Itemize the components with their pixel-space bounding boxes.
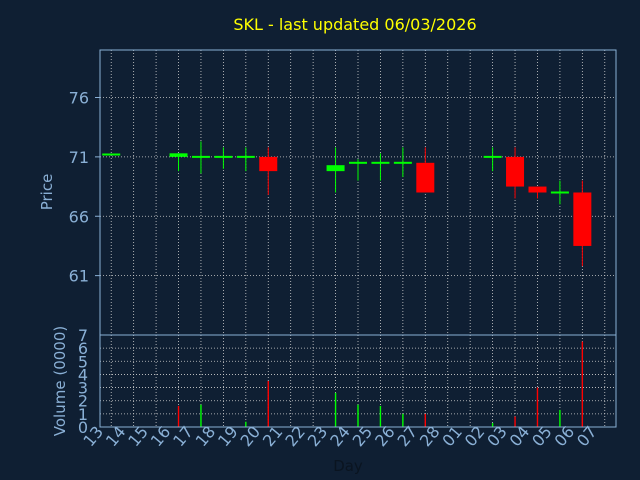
candle-body — [550, 191, 569, 194]
candle-body — [214, 155, 233, 158]
volume-tick-label: 5 — [78, 352, 88, 371]
candle — [550, 180, 569, 205]
volume-tick-label: 3 — [78, 379, 88, 398]
candle — [483, 147, 502, 172]
candle-body — [371, 161, 390, 164]
candle-body — [191, 155, 210, 158]
candle-body — [236, 155, 255, 158]
volume-tick-label: 0 — [78, 418, 88, 437]
price-panel: 61 66 71 76 Price — [38, 49, 617, 336]
price-grid — [100, 50, 616, 335]
candle-body — [528, 186, 547, 193]
candle — [416, 147, 435, 193]
price-tick-label: 71 — [69, 148, 89, 167]
candle — [371, 153, 390, 181]
candle — [191, 141, 210, 174]
x-tick-labels: 1314151617181920212223242526272801020304… — [79, 422, 600, 450]
candle — [259, 147, 278, 195]
candle — [506, 147, 525, 199]
price-tick-label: 76 — [69, 89, 89, 108]
volume-frame — [99, 334, 617, 428]
candle — [573, 180, 592, 267]
volume-bars — [177, 341, 584, 427]
candle-body — [326, 165, 345, 172]
candle — [102, 153, 121, 156]
candle-body — [259, 156, 278, 172]
price-axis-label: Price — [38, 174, 56, 211]
price-tick-label: 66 — [69, 207, 89, 226]
x-axis-label: Day — [333, 457, 363, 475]
candle — [169, 153, 188, 172]
volume-tick-label: 7 — [78, 326, 88, 345]
candle — [214, 147, 233, 169]
volume-tick-label: 1 — [78, 405, 88, 424]
candle — [349, 159, 367, 181]
candle-body — [506, 156, 525, 187]
volume-tick-label: 2 — [78, 392, 88, 411]
candle — [236, 147, 255, 172]
candle-body — [573, 192, 592, 246]
candle-body — [483, 155, 502, 158]
candle-body — [393, 161, 412, 164]
candle-body — [169, 153, 188, 157]
price-y-ticks: 61 66 71 76 — [69, 89, 100, 286]
candle — [528, 186, 547, 199]
volume-tick-label: 6 — [78, 339, 88, 358]
volume-tick-label: 4 — [78, 365, 88, 384]
candle — [326, 147, 345, 193]
candlesticks — [102, 141, 592, 267]
price-tick-label: 61 — [69, 267, 89, 286]
volume-axis-label: Volume (0000) — [51, 326, 69, 436]
candle-body — [416, 162, 435, 193]
candle-body — [349, 161, 367, 164]
chart-title: SKL - last updated 06/03/2026 — [233, 15, 476, 34]
candle-body — [102, 153, 121, 156]
candle — [393, 147, 412, 178]
